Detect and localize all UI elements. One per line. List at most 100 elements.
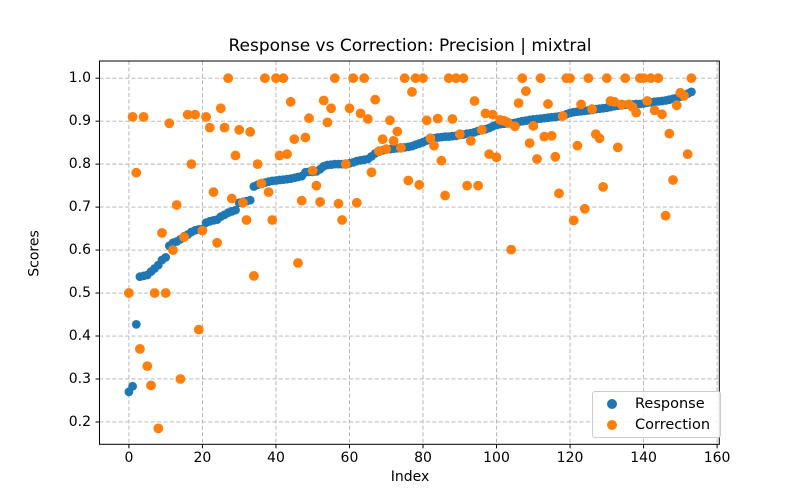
correction-point [322, 117, 333, 128]
correction-point [579, 203, 590, 214]
x-axis-label: Index [390, 469, 430, 485]
y-tick-label: 0.9 [68, 113, 91, 130]
correction-point [554, 188, 564, 199]
response-point [231, 205, 240, 215]
correction-point [230, 150, 241, 161]
correction-point [318, 95, 329, 106]
correction-point [179, 232, 190, 243]
correction-point [201, 112, 212, 122]
correction-point [440, 190, 450, 201]
correction-point [175, 374, 186, 384]
correction-point [671, 100, 682, 111]
correction-point [620, 73, 631, 84]
y-tick-label: 0.5 [68, 285, 91, 302]
correction-point [311, 180, 322, 191]
correction-point [340, 159, 351, 170]
correction-point [587, 104, 597, 114]
correction-point [370, 94, 381, 105]
correction-point [304, 113, 314, 124]
correction-point [168, 245, 178, 256]
correction-point [510, 121, 520, 132]
correction-point [524, 138, 535, 149]
correction-point [612, 142, 623, 153]
correction-point [491, 152, 502, 163]
correction-point [293, 258, 303, 268]
correction-point [443, 73, 454, 84]
plot-border [99, 60, 720, 445]
correction-point [682, 149, 693, 160]
correction-point [366, 167, 377, 178]
x-tick-label: 60 [340, 450, 359, 466]
correction-point [223, 73, 234, 84]
correction-point [355, 108, 366, 119]
correction-point [204, 122, 215, 133]
correction-point [476, 124, 487, 135]
correction-point [679, 90, 689, 101]
correction-point [274, 150, 285, 161]
correction-point [565, 73, 575, 84]
correction-point [480, 108, 491, 119]
correction-point [403, 175, 414, 186]
y-tick-label: 0.6 [68, 242, 91, 259]
correction-point [131, 167, 142, 178]
correction-point [263, 187, 274, 198]
correction-point [638, 73, 649, 84]
correction-point [465, 136, 476, 146]
correction-point [333, 198, 344, 209]
correction-point [396, 142, 406, 153]
correction-point [300, 132, 311, 143]
correction-point [157, 228, 167, 238]
correction-point [535, 73, 546, 84]
correction-point [528, 121, 539, 131]
correction-point [307, 165, 318, 176]
legend-item-correction: Correction [593, 415, 720, 436]
correction-point [197, 225, 208, 236]
correction-point [278, 73, 289, 84]
response-point [687, 87, 696, 97]
legend-label-response: Response [635, 396, 705, 413]
correction-point [388, 136, 399, 146]
correction-point [160, 288, 171, 298]
correction-point [668, 175, 678, 185]
correction-point [631, 107, 642, 118]
correction-point [550, 151, 561, 162]
y-tick-label: 0.4 [68, 328, 91, 344]
correction-point [153, 423, 164, 434]
correction-point [429, 140, 439, 151]
correction-point [285, 96, 296, 107]
correction-point [616, 99, 627, 110]
correction-point [660, 210, 671, 221]
correction-point [546, 130, 557, 141]
correction-point [686, 73, 697, 84]
response-point [245, 195, 255, 205]
correction-point [182, 109, 193, 120]
x-tick-label: 40 [267, 450, 285, 466]
response-point [161, 253, 171, 262]
correction-point [193, 324, 204, 335]
x-tick-label: 100 [483, 450, 510, 466]
correction-point [135, 344, 145, 354]
correction-point [123, 288, 134, 298]
correction-point [219, 122, 230, 133]
correction-point [326, 103, 336, 114]
legend-item-response: Response [593, 394, 720, 415]
correction-point [594, 133, 605, 144]
correction-point [289, 134, 300, 145]
correction-point [532, 154, 542, 164]
correction-point [363, 114, 373, 124]
y-tick-label: 0.8 [68, 156, 91, 173]
correction-point [447, 114, 458, 124]
correction-point [329, 73, 340, 84]
correction-point [164, 118, 175, 129]
response-marker-icon [607, 399, 617, 410]
correction-point [642, 96, 653, 106]
correction-point [215, 103, 226, 114]
correction-point [282, 149, 292, 160]
correction-point [572, 140, 583, 151]
correction-point [557, 111, 568, 121]
x-tick-label: 0 [124, 450, 134, 466]
correction-point [657, 109, 667, 120]
y-tick-label: 0.2 [68, 413, 91, 430]
